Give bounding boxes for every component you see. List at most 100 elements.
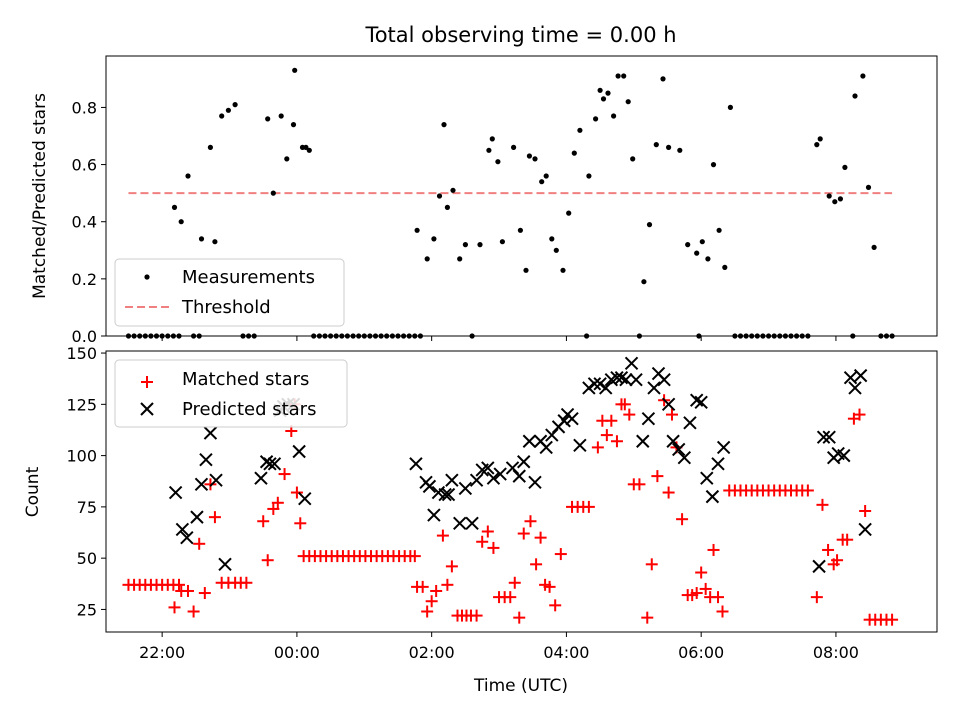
- predicted-star-point: [458, 481, 473, 496]
- matched-star-point: [853, 408, 866, 421]
- predicted-star-point: [694, 395, 708, 409]
- x-tick-label: 08:00: [813, 643, 859, 662]
- predicted-star-point: [254, 471, 268, 485]
- measurement-point: [666, 144, 672, 150]
- predicted-star-point: [705, 489, 720, 504]
- predicted-star-point: [619, 373, 633, 387]
- legend-predicted-marker: [140, 402, 154, 416]
- predicted-star-point: [582, 381, 596, 395]
- measurement-point: [477, 242, 483, 248]
- measurement-point: [716, 227, 722, 233]
- legend-threshold-label: Threshold: [181, 297, 271, 318]
- predicted-star-point: [837, 448, 851, 463]
- legend-matched-label: Matched stars: [182, 369, 309, 390]
- bottom-panel-frame: [105, 350, 938, 633]
- measurement-point: [586, 173, 592, 179]
- matched-star-point: [504, 591, 517, 604]
- matched-star-point: [524, 515, 537, 528]
- predicted-star-point: [409, 457, 423, 471]
- measurement-point: [424, 256, 430, 262]
- measurement-point: [694, 250, 700, 256]
- predicted-star-point: [843, 370, 858, 385]
- bottom-panel: 25 50 75 100 125 150 22:00 00:00 02:00 04:00 06:0…: [23, 344, 938, 696]
- predicted-star-point: [445, 473, 459, 487]
- legend-measurements-marker: [144, 274, 150, 280]
- matched-star-point: [267, 502, 280, 515]
- bottom-legend-box: [114, 359, 348, 428]
- predicted-star-point: [565, 411, 579, 426]
- measurement-point: [660, 76, 666, 82]
- predicted-star-point: [657, 373, 671, 387]
- predicted-star-point: [711, 457, 725, 471]
- measurement-point: [832, 199, 838, 205]
- predicted-star-point: [522, 434, 537, 448]
- matched-star-point: [257, 515, 270, 528]
- matched-star-point: [676, 513, 689, 526]
- matched-star-point: [508, 576, 521, 589]
- matched-star-point: [712, 591, 725, 604]
- measurement-point: [571, 150, 577, 156]
- measurement-point: [722, 264, 728, 270]
- predicted-star-point: [599, 381, 613, 395]
- predicted-star-point: [175, 522, 190, 537]
- matched-star-point: [168, 601, 181, 614]
- measurement-point: [178, 219, 184, 225]
- y-tick-label: 25: [77, 600, 97, 619]
- matched-star-point: [651, 470, 664, 483]
- predicted-star-point: [486, 471, 501, 485]
- matched-star-point: [290, 486, 303, 499]
- measurement-point: [212, 239, 218, 245]
- top-y-axis: 0.0 0.2 0.4 0.6 0.8: [72, 98, 106, 346]
- measurement-point: [646, 222, 653, 228]
- top-legend-box: [114, 258, 345, 327]
- matched-star-point: [172, 578, 185, 591]
- predicted-star-point: [636, 434, 650, 448]
- matched-star-point: [240, 576, 253, 589]
- measurement-point: [699, 239, 705, 245]
- matched-star-point: [618, 398, 631, 411]
- measurement-point: [605, 90, 611, 96]
- measurement-point: [842, 164, 848, 170]
- predicted-star-point: [194, 477, 209, 492]
- top-panel-frame: [105, 55, 938, 337]
- predicted-star-point: [858, 522, 872, 537]
- measurement-point: [414, 227, 420, 233]
- predicted-star-point: [438, 487, 452, 502]
- x-tick-label: 04:00: [543, 643, 589, 662]
- x-tick-label: 00:00: [274, 643, 320, 662]
- measurement-point: [510, 144, 517, 150]
- predicted-star-point: [641, 411, 656, 426]
- predicted-star-point: [168, 485, 183, 500]
- matched-star-point: [543, 580, 556, 593]
- matched-star-point: [445, 560, 458, 573]
- matched-star-point: [513, 611, 526, 624]
- measurement-point: [549, 236, 555, 242]
- matched-star-point: [487, 541, 500, 554]
- legend-predicted-label: Predicted stars: [182, 399, 316, 420]
- predicted-star-point: [427, 508, 441, 522]
- measurement-point: [625, 99, 631, 105]
- matched-star-point: [690, 587, 703, 600]
- y-tick-label: 150: [66, 344, 97, 363]
- measurement-point: [526, 153, 533, 159]
- predicted-star-point: [647, 381, 661, 395]
- matched-star-point: [831, 554, 844, 567]
- measurement-point: [865, 184, 872, 190]
- matched-star-point: [810, 591, 823, 604]
- matched-star-point: [208, 511, 221, 524]
- measurement-point: [225, 107, 231, 113]
- matched-star-point: [476, 535, 489, 548]
- predicted-star-point: [614, 370, 629, 385]
- matched-star-point: [294, 517, 307, 530]
- matched-star-point: [425, 595, 438, 608]
- matched-star-point: [600, 429, 613, 442]
- measurement-point: [306, 147, 312, 153]
- matched-star-point: [816, 498, 829, 511]
- measurement-point: [270, 190, 276, 196]
- matched-star-point: [605, 414, 618, 427]
- top-legend: Measurements Threshold: [114, 258, 345, 327]
- measurement-point: [532, 156, 538, 162]
- matched-star-point: [416, 580, 429, 593]
- measurement-point: [597, 87, 603, 93]
